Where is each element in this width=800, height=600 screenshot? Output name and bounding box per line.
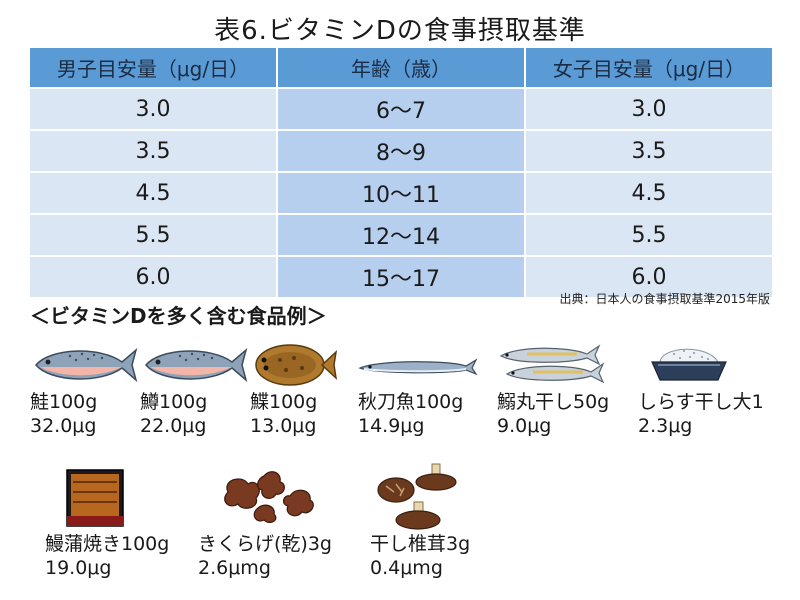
female-value: 5.5 — [526, 215, 772, 257]
food-name: 鮭100g — [30, 391, 98, 413]
food-name: 秋刀魚100g — [358, 391, 464, 413]
food-name: 鱒100g — [140, 391, 208, 413]
food-item-salmon: 鮭100g 32.0μg — [30, 340, 180, 438]
food-item-dried-sardine: 鰯丸干し50g 9.0μg — [497, 340, 647, 438]
age-range: 15～17 — [278, 257, 526, 299]
foods-heading: ＜ビタミンDを多く含む食品例＞ — [30, 304, 327, 328]
food-amount: 2.6μmg — [198, 557, 271, 579]
wood-ear-mushroom-icon — [224, 471, 314, 524]
flounder-icon — [255, 344, 338, 386]
food-amount: 9.0μg — [497, 415, 552, 437]
age-range: 8～9 — [278, 131, 526, 173]
male-value: 5.5 — [30, 215, 278, 257]
header-male: 男子目安量（μg/日） — [30, 48, 278, 89]
salmon-icon — [35, 347, 138, 383]
saury-icon — [358, 358, 478, 376]
food-amount: 19.0μg — [45, 557, 112, 579]
food-item-shiitake: 干し椎茸3g 0.4μmg — [370, 462, 520, 580]
food-amount: 32.0μg — [30, 415, 97, 437]
page-title: 表6.ビタミンDの食事摂取基準 — [214, 16, 586, 46]
food-name: 鰈100g — [250, 391, 318, 413]
female-value: 4.5 — [526, 173, 772, 215]
female-value: 6.0 — [526, 257, 772, 299]
age-range: 10～11 — [278, 173, 526, 215]
dried-shiitake-icon — [377, 463, 457, 530]
table-row: 3.5 8～9 3.5 — [30, 131, 772, 173]
trout-icon — [145, 347, 248, 383]
table-header-row: 男子目安量（μg/日） 年齢（歳） 女子目安量（μg/日） — [30, 48, 772, 89]
food-item-flounder: 鰈100g 13.0μg — [250, 340, 400, 438]
female-value: 3.5 — [526, 131, 772, 173]
table-row: 5.5 12～14 5.5 — [30, 215, 772, 257]
food-name: 鰻蒲焼き100g — [45, 533, 170, 555]
male-value: 4.5 — [30, 173, 278, 215]
unagi-box-icon — [66, 469, 124, 527]
age-range: 12～14 — [278, 215, 526, 257]
food-item-trout: 鱒100g 22.0μg — [140, 340, 290, 438]
food-amount: 0.4μmg — [370, 557, 443, 579]
food-amount: 2.3μg — [638, 415, 693, 437]
table-row: 4.5 10～11 4.5 — [30, 173, 772, 215]
food-amount: 14.9μg — [358, 415, 425, 437]
table-row: 3.0 6～7 3.0 — [30, 89, 772, 131]
male-value: 3.0 — [30, 89, 278, 131]
header-age: 年齢（歳） — [278, 48, 526, 89]
male-value: 3.5 — [30, 131, 278, 173]
food-name: きくらげ(乾)3g — [198, 533, 332, 555]
food-item-saury: 秋刀魚100g 14.9μg — [358, 340, 508, 438]
table-row: 6.0 15～17 6.0 — [30, 257, 772, 299]
female-value: 3.0 — [526, 89, 772, 131]
food-item-unagi: 鰻蒲焼き100g 19.0μg — [45, 462, 195, 580]
header-female: 女子目安量（μg/日） — [526, 48, 772, 89]
shirasu-icon — [651, 348, 727, 381]
food-name: しらす干し大1 — [638, 391, 764, 413]
food-item-shirasu: しらす干し大1 2.3μg — [638, 340, 788, 438]
vitamin-d-intake-table: 男子目安量（μg/日） 年齢（歳） 女子目安量（μg/日） 3.0 6～7 3.… — [30, 48, 772, 299]
male-value: 6.0 — [30, 257, 278, 299]
food-item-wood-ear: きくらげ(乾)3g 2.6μmg — [198, 462, 348, 580]
food-name: 鰯丸干し50g — [497, 391, 610, 413]
age-range: 6～7 — [278, 89, 526, 131]
dried-sardine-icon — [499, 344, 605, 384]
food-amount: 13.0μg — [250, 415, 317, 437]
food-name: 干し椎茸3g — [370, 533, 471, 555]
source-note: 出典：日本人の食事摂取基準2015年版 — [559, 292, 770, 306]
food-amount: 22.0μg — [140, 415, 207, 437]
